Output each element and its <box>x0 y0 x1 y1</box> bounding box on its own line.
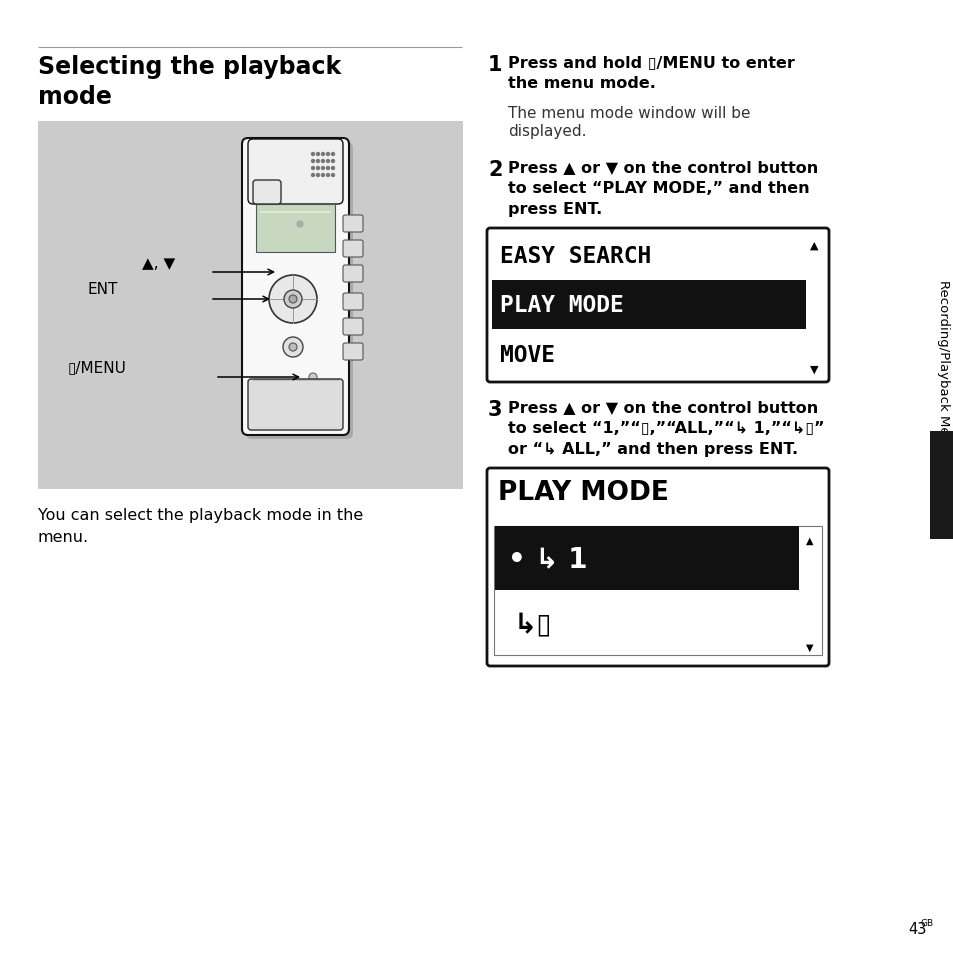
Text: ▲: ▲ <box>805 536 813 545</box>
Circle shape <box>316 160 319 163</box>
Text: ▯/MENU: ▯/MENU <box>68 359 127 375</box>
FancyBboxPatch shape <box>343 294 363 311</box>
Bar <box>494 526 821 656</box>
Circle shape <box>316 174 319 177</box>
Text: 1: 1 <box>488 55 502 75</box>
Circle shape <box>331 160 335 163</box>
Circle shape <box>269 275 316 324</box>
FancyBboxPatch shape <box>343 241 363 257</box>
Circle shape <box>316 153 319 156</box>
Text: mode: mode <box>38 85 112 109</box>
Circle shape <box>326 168 329 171</box>
Text: Selecting the playback: Selecting the playback <box>38 55 341 79</box>
Bar <box>38 122 462 490</box>
Text: • ↳ 1: • ↳ 1 <box>507 545 587 573</box>
Text: ▼: ▼ <box>809 365 818 375</box>
Circle shape <box>321 160 324 163</box>
Text: You can select the playback mode in the: You can select the playback mode in the <box>38 507 363 522</box>
Text: Press and hold ▯/MENU to enter: Press and hold ▯/MENU to enter <box>507 55 794 70</box>
Circle shape <box>312 153 314 156</box>
Circle shape <box>331 153 335 156</box>
Text: menu.: menu. <box>38 530 89 544</box>
Circle shape <box>284 291 302 309</box>
Text: ▼: ▼ <box>805 642 813 652</box>
Circle shape <box>321 168 324 171</box>
Circle shape <box>321 153 324 156</box>
Text: 2: 2 <box>488 160 502 180</box>
Text: ▲, ▼: ▲, ▼ <box>142 255 174 271</box>
Text: ENT: ENT <box>88 282 118 296</box>
FancyBboxPatch shape <box>343 215 363 233</box>
Circle shape <box>326 153 329 156</box>
FancyBboxPatch shape <box>486 229 828 382</box>
Text: displayed.: displayed. <box>507 124 586 139</box>
Text: ↳▯: ↳▯ <box>514 610 552 638</box>
Text: The menu mode window will be: The menu mode window will be <box>507 106 750 121</box>
Circle shape <box>312 160 314 163</box>
Text: PLAY MODE: PLAY MODE <box>499 294 623 317</box>
Text: 43: 43 <box>907 921 925 936</box>
Text: to select “1,”“▯,”“ALL,”“↳ 1,”“↳▯”: to select “1,”“▯,”“ALL,”“↳ 1,”“↳▯” <box>507 420 823 436</box>
Bar <box>495 526 799 590</box>
Text: GB: GB <box>920 918 933 927</box>
Text: Recording/Playback Messages: Recording/Playback Messages <box>937 279 949 479</box>
Circle shape <box>321 174 324 177</box>
Text: or “↳ ALL,” and then press ENT.: or “↳ ALL,” and then press ENT. <box>507 441 798 456</box>
Circle shape <box>289 344 296 352</box>
FancyBboxPatch shape <box>248 379 343 431</box>
FancyBboxPatch shape <box>242 139 349 436</box>
Bar <box>255 205 335 253</box>
Circle shape <box>289 295 296 304</box>
Circle shape <box>331 174 335 177</box>
Bar <box>492 281 805 330</box>
FancyBboxPatch shape <box>248 140 343 205</box>
Circle shape <box>312 168 314 171</box>
Circle shape <box>296 222 303 228</box>
Bar <box>929 432 953 539</box>
FancyBboxPatch shape <box>343 344 363 360</box>
Circle shape <box>316 168 319 171</box>
Circle shape <box>309 374 316 381</box>
Text: Press ▲ or ▼ on the control button: Press ▲ or ▼ on the control button <box>507 160 818 174</box>
Circle shape <box>326 160 329 163</box>
FancyBboxPatch shape <box>246 143 353 439</box>
FancyBboxPatch shape <box>343 266 363 283</box>
FancyBboxPatch shape <box>486 469 828 666</box>
Text: ▲: ▲ <box>809 241 818 251</box>
Circle shape <box>312 174 314 177</box>
Text: EASY SEARCH: EASY SEARCH <box>499 245 651 268</box>
FancyBboxPatch shape <box>253 181 281 205</box>
Text: 3: 3 <box>488 399 502 419</box>
FancyBboxPatch shape <box>343 318 363 335</box>
Circle shape <box>326 174 329 177</box>
Text: Press ▲ or ▼ on the control button: Press ▲ or ▼ on the control button <box>507 399 818 415</box>
Text: press ENT.: press ENT. <box>507 202 601 216</box>
Text: MOVE: MOVE <box>499 343 555 367</box>
Text: the menu mode.: the menu mode. <box>507 76 656 91</box>
Circle shape <box>331 168 335 171</box>
Text: PLAY MODE: PLAY MODE <box>497 479 668 505</box>
Circle shape <box>283 337 303 357</box>
Text: to select “PLAY MODE,” and then: to select “PLAY MODE,” and then <box>507 181 809 195</box>
